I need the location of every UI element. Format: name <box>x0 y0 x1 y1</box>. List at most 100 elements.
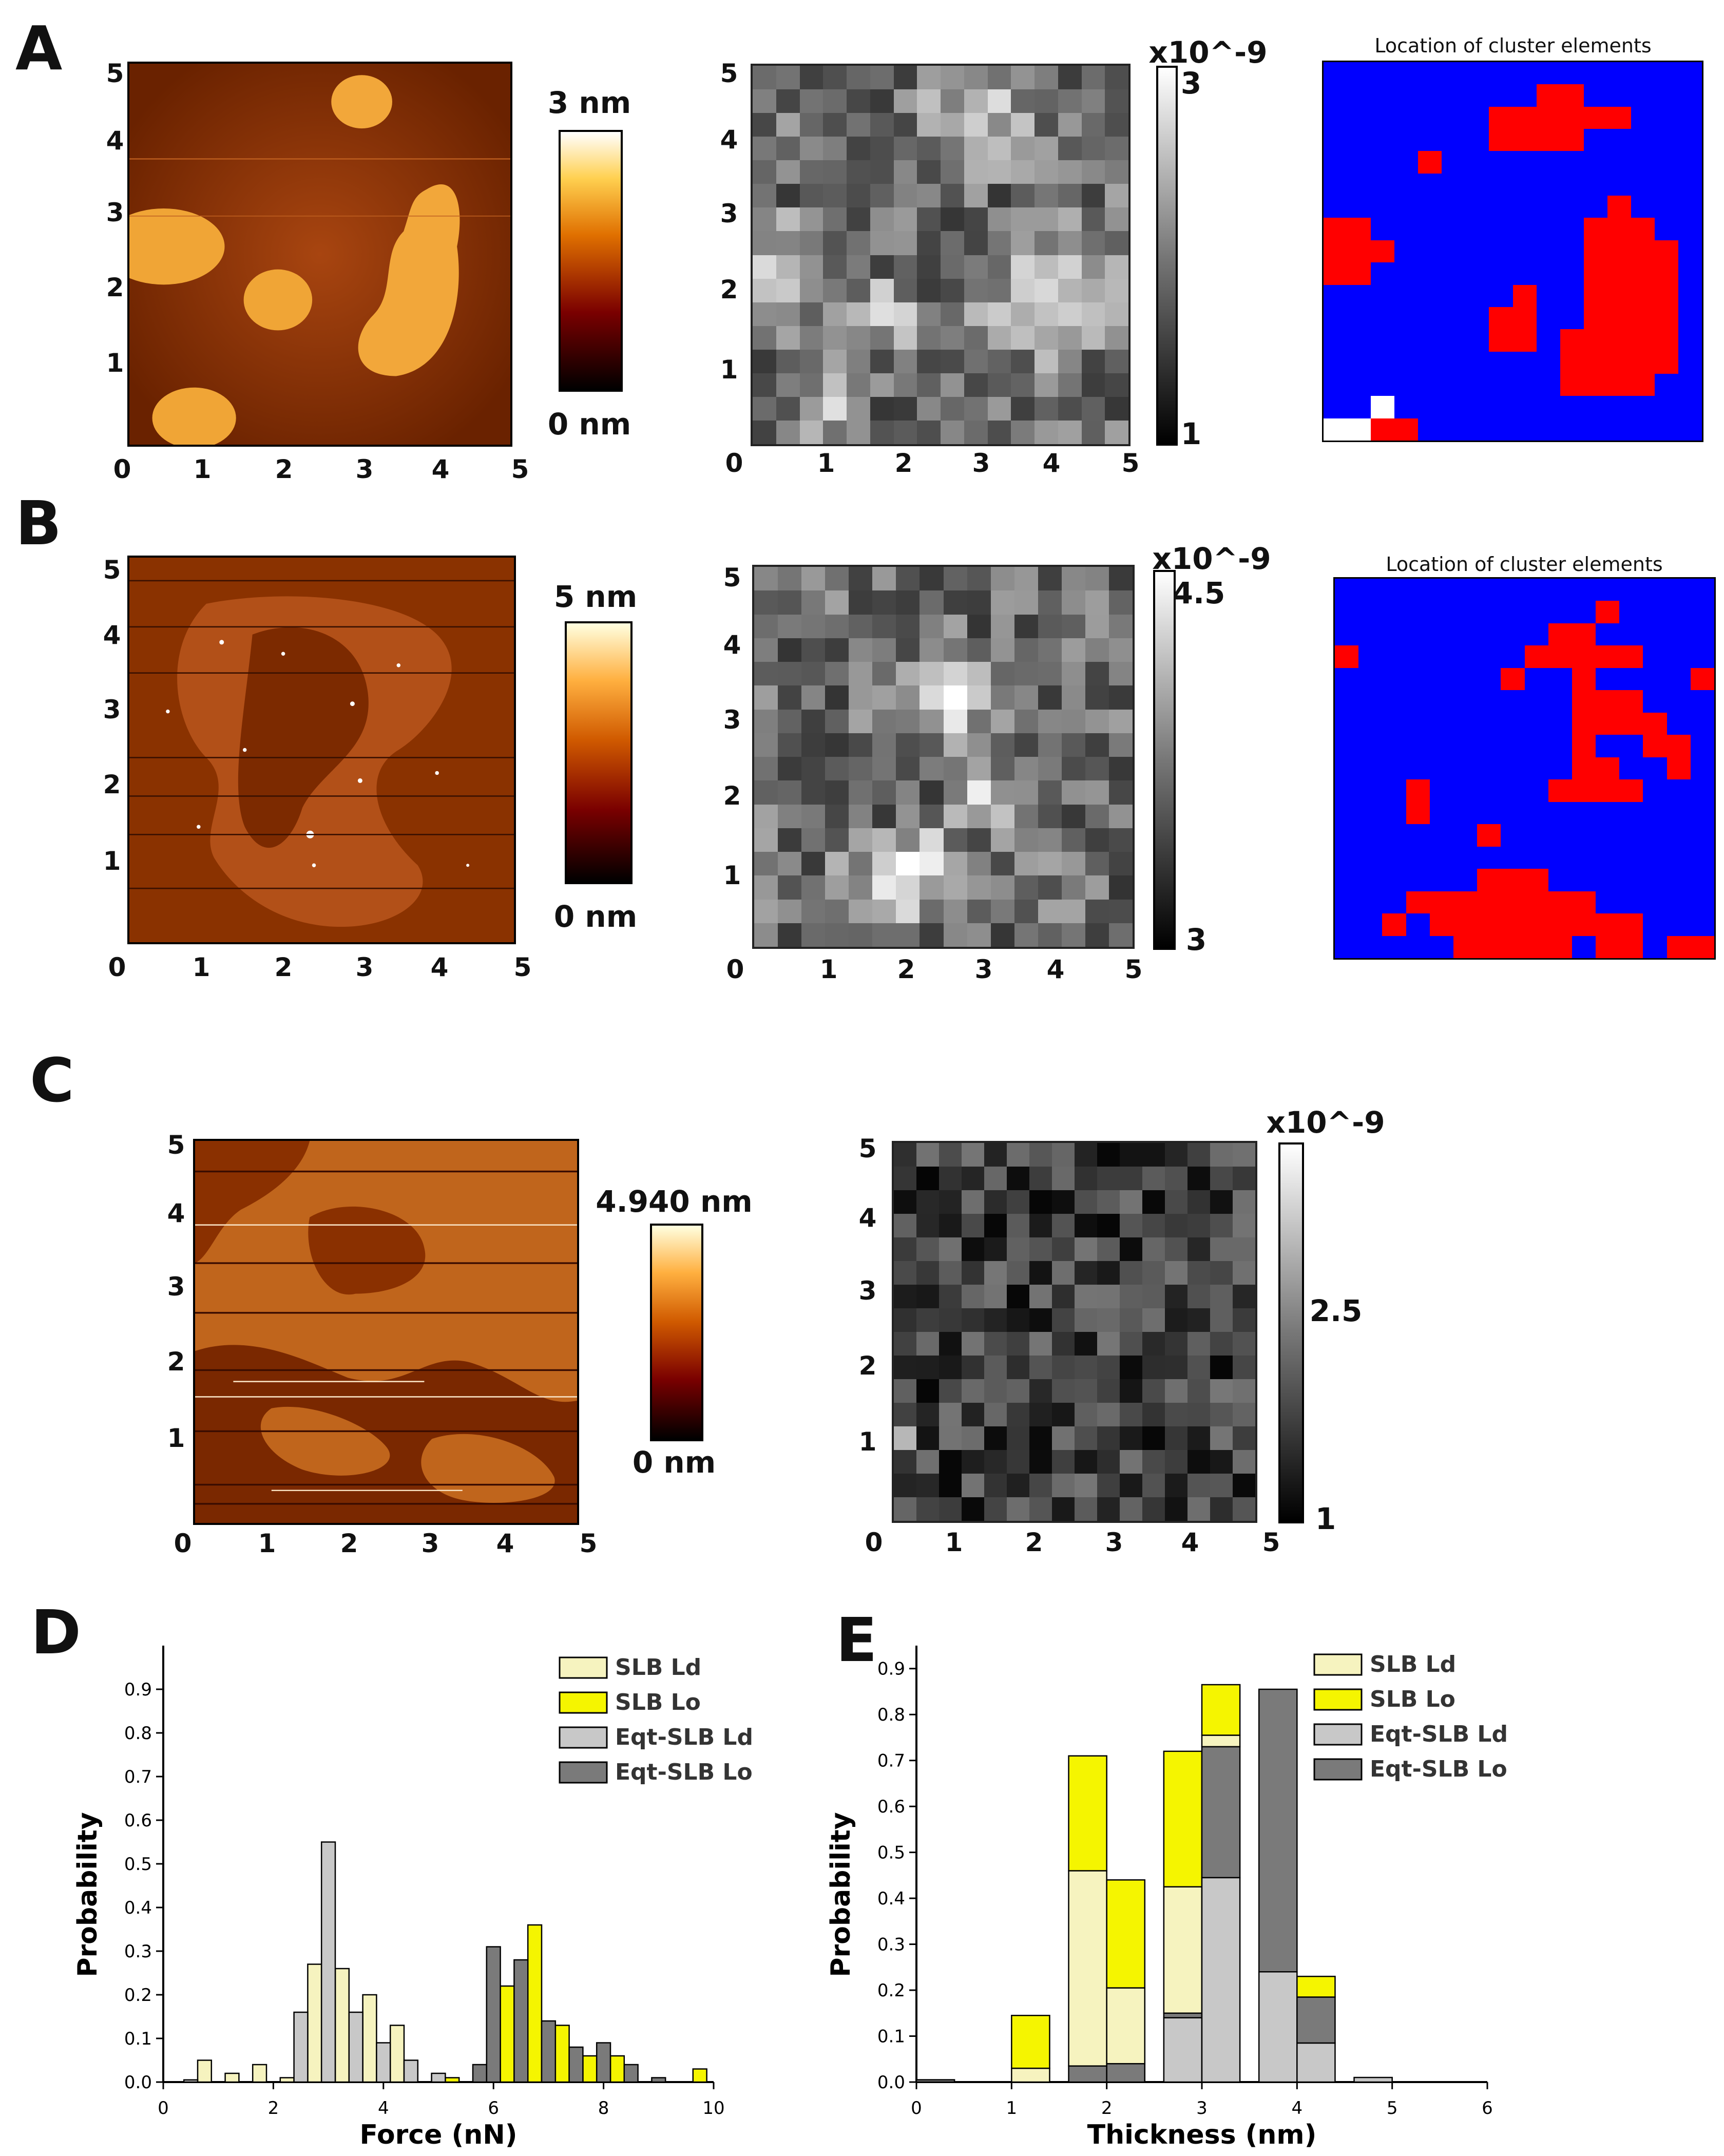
histogram-bar <box>445 2077 460 2083</box>
cluster-cell <box>1453 757 1478 780</box>
force-map-cell <box>1052 1403 1075 1426</box>
force-map-cell <box>896 875 920 900</box>
force-map-cell <box>1108 567 1133 591</box>
force-map-cell <box>1081 66 1105 90</box>
force-map-cell <box>964 113 988 137</box>
cluster-cell <box>1619 779 1643 802</box>
force-map-cell <box>849 590 873 615</box>
force-map-cell <box>847 420 870 444</box>
force-map-cell <box>896 685 920 710</box>
afm-y-tick: 1 <box>103 846 121 876</box>
force-map-cell <box>1108 733 1133 757</box>
force-map-cell <box>799 160 823 184</box>
cluster-cell <box>1631 173 1655 196</box>
cluster-cell <box>1501 936 1525 958</box>
force-map-cell <box>1029 1214 1052 1237</box>
force-map-cell <box>1085 852 1109 876</box>
force-map-cell <box>939 1167 962 1190</box>
cluster-cell <box>1690 579 1714 601</box>
force-map-cell <box>1210 1214 1233 1237</box>
cluster-cell <box>1324 196 1348 218</box>
force-map-cell <box>870 255 894 279</box>
cluster-cell <box>1489 262 1513 285</box>
force-map-cell <box>1029 1167 1052 1190</box>
force-map-cell <box>917 420 941 444</box>
cluster-cell <box>1477 735 1501 757</box>
force-map-cell <box>1029 1450 1052 1474</box>
histogram-bar <box>568 2046 584 2083</box>
force-map-cell <box>1187 1403 1210 1426</box>
force-map-cell <box>778 804 802 828</box>
legend-swatch <box>1313 1653 1363 1676</box>
force-map-cell <box>896 567 920 591</box>
force-map-cell <box>1097 1426 1120 1450</box>
cluster-cell <box>1631 418 1655 441</box>
force-map-cell <box>825 662 849 686</box>
cluster-cell <box>1572 712 1596 735</box>
force-map-cell <box>1108 757 1133 781</box>
force-map-cell <box>778 852 802 876</box>
force-map-cell <box>1058 160 1082 184</box>
force-map-cell <box>916 1379 939 1403</box>
force-map-cell <box>1052 1450 1075 1474</box>
force-map-cell <box>916 1332 939 1356</box>
cluster-cell <box>1548 846 1572 869</box>
force-map-cell <box>1142 1261 1165 1285</box>
force-map-cell <box>847 89 870 113</box>
cluster-cell <box>1406 913 1430 936</box>
afm-colorbar-max-label: 4.940 nm <box>596 1184 753 1219</box>
force-map-cell <box>1061 804 1085 828</box>
force-map-cell <box>984 1426 1007 1450</box>
force-map-cell <box>1120 1190 1142 1214</box>
histogram-bar <box>486 1946 501 2083</box>
legend-label: SLB Lo <box>1370 1686 1455 1712</box>
cluster-cell <box>1666 690 1691 713</box>
cluster-cell <box>1666 936 1691 958</box>
stacked-bar-segment <box>1201 1877 1241 2083</box>
force-map-y-tick: 5 <box>723 563 741 593</box>
cluster-cell <box>1347 396 1371 418</box>
force-map-cell <box>825 899 849 923</box>
cluster-cell <box>1678 373 1702 396</box>
cluster-cell <box>1654 173 1678 196</box>
force-map-cell <box>1142 1237 1165 1261</box>
force-map-cell <box>1108 662 1133 686</box>
cluster-cell <box>1560 262 1584 285</box>
histogram-bar <box>362 1994 377 2083</box>
force-map-cell <box>1120 1474 1142 1497</box>
afm-x-tick: 2 <box>340 1529 358 1558</box>
force-map-cell <box>920 780 944 805</box>
force-map-cell <box>825 590 849 615</box>
force-map-cell <box>894 1474 916 1497</box>
cluster-cell <box>1501 757 1525 780</box>
cluster-cell <box>1335 936 1359 958</box>
cluster-cell <box>1512 173 1537 196</box>
cluster-cell <box>1371 151 1395 174</box>
force-map-cell <box>849 804 873 828</box>
force-map-cell <box>1075 1450 1097 1474</box>
cluster-cell <box>1501 779 1525 802</box>
force-colorbar-exponent: x10^-9 <box>1152 541 1271 576</box>
stacked-bar-segment <box>1106 1987 1146 2065</box>
cluster-cell <box>1536 329 1560 352</box>
force-map-x-tick: 4 <box>1181 1528 1199 1557</box>
cluster-cell <box>1548 712 1572 735</box>
cluster-cell <box>1654 329 1678 352</box>
cluster-cell <box>1429 579 1453 601</box>
force-map-cell <box>753 113 776 137</box>
force-map-cell <box>870 349 894 373</box>
force-map-cell <box>1097 1143 1120 1167</box>
force-map-cell <box>872 590 896 615</box>
y-tick-label: 0.2 <box>877 1980 905 2001</box>
force-map-x-tick: 0 <box>725 448 743 478</box>
force-map-cell <box>916 1214 939 1237</box>
force-map-cell <box>1035 113 1058 137</box>
force-map-cell <box>872 852 896 876</box>
force-map-cell <box>825 852 849 876</box>
force-map-cell <box>1014 590 1038 615</box>
force-map-cell <box>984 1190 1007 1214</box>
cluster-cell <box>1560 240 1584 263</box>
force-map-cell <box>939 1237 962 1261</box>
force-map-cell <box>1007 1426 1029 1450</box>
legend-swatch <box>1313 1688 1363 1711</box>
